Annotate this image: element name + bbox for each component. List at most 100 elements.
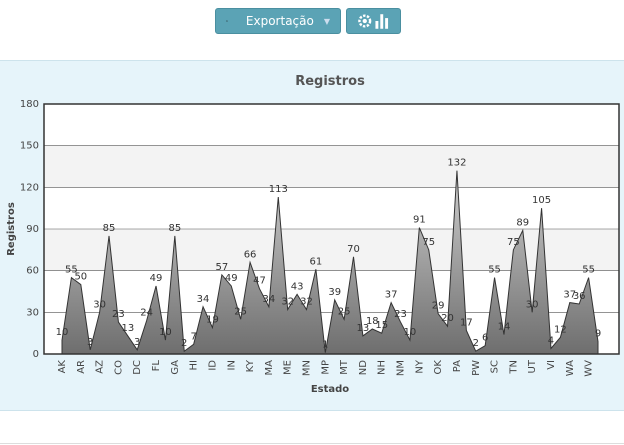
x-tick-label: CO: [113, 360, 124, 375]
x-tick-label: NM: [396, 360, 407, 376]
data-label: 20: [441, 313, 454, 324]
data-label: 50: [74, 272, 87, 283]
grid-band: [44, 145, 619, 188]
data-label: 9: [595, 329, 601, 340]
x-tick-label: DC: [132, 360, 143, 375]
data-label: 10: [404, 327, 417, 338]
data-label: 7: [190, 331, 196, 342]
data-label: 70: [347, 244, 360, 255]
data-label: 43: [291, 281, 304, 292]
x-tick-label: ME: [283, 360, 294, 375]
data-label: 55: [488, 265, 501, 276]
data-label: 34: [197, 294, 210, 305]
data-label: 37: [563, 290, 576, 301]
data-label: 15: [375, 320, 388, 331]
x-tick-label: MP: [320, 360, 331, 375]
export-button[interactable]: Exportação ▼: [215, 8, 341, 34]
data-label: 29: [432, 301, 445, 312]
gear-icon: [226, 20, 228, 22]
data-label: 34: [263, 294, 276, 305]
data-label: 23: [394, 309, 407, 320]
x-tick-label: SC: [490, 360, 501, 373]
data-label: 3: [87, 337, 93, 348]
chart-title: Registros: [295, 74, 365, 89]
chart-panel: Registros Registros Estado 0 30 60 90 120 150…: [0, 60, 624, 411]
data-label: 2: [473, 338, 479, 349]
data-label: 14: [498, 322, 511, 333]
data-label: 13: [357, 323, 370, 334]
data-label: 91: [413, 215, 426, 226]
data-label: 66: [244, 249, 257, 260]
data-label: 57: [215, 262, 228, 273]
x-tick-label: GA: [170, 360, 181, 375]
x-tick-label: PA: [452, 360, 463, 372]
x-tick-label: MN: [301, 360, 312, 376]
data-label: 32: [281, 297, 294, 308]
grid-band: [44, 229, 619, 271]
data-label: 4: [548, 335, 554, 346]
data-label: 105: [532, 195, 551, 206]
x-tick-label: AK: [57, 360, 68, 374]
x-tick-label: WV: [584, 360, 595, 377]
y-tick-label: 150: [20, 141, 39, 152]
data-label: 85: [168, 223, 181, 234]
data-label: 12: [554, 324, 567, 335]
data-label: 18: [366, 316, 379, 327]
x-tick-label: OK: [433, 360, 444, 375]
data-label: 1: [322, 340, 328, 351]
data-label: 10: [159, 327, 172, 338]
data-label: 113: [269, 184, 288, 195]
x-tick-label: AR: [76, 360, 87, 374]
x-tick-label: WA: [565, 360, 576, 376]
data-label: 6: [482, 333, 488, 344]
x-tick-label: VI: [546, 360, 557, 370]
data-label: 32: [300, 297, 313, 308]
data-label: 75: [422, 237, 435, 248]
y-axis-title: Registros: [6, 202, 17, 256]
data-label: 10: [56, 327, 69, 338]
area: [61, 170, 599, 355]
data-label: 25: [234, 306, 247, 317]
x-tick-label: ND: [358, 360, 369, 375]
x-tick-label: NH: [377, 360, 388, 375]
x-tick-label: AZ: [95, 360, 106, 374]
y-tick-label: 0: [33, 349, 39, 360]
x-tick-label: KY: [245, 359, 256, 372]
data-label: 89: [516, 217, 529, 228]
data-label: 2: [181, 338, 187, 349]
data-label: 49: [150, 273, 163, 284]
x-axis-title: Estado: [311, 384, 349, 395]
y-tick-label: 180: [20, 99, 39, 110]
footer-line: [0, 443, 624, 444]
x-tick-label: NY: [414, 359, 425, 373]
data-label: 30: [93, 299, 106, 310]
data-label: 39: [328, 287, 341, 298]
data-label: 61: [310, 256, 323, 267]
data-label: 24: [140, 308, 153, 319]
x-tick-label: MA: [264, 360, 275, 376]
data-label: 17: [460, 317, 473, 328]
x-tick-label: FL: [151, 360, 162, 372]
x-tick-label: IN: [226, 360, 237, 370]
plot-border: [43, 103, 620, 355]
data-label: 13: [121, 323, 134, 334]
data-label: 85: [103, 223, 116, 234]
chart-settings-button[interactable]: [346, 8, 401, 34]
data-label: 49: [225, 273, 238, 284]
data-label: 3: [134, 337, 140, 348]
data-label: 55: [582, 265, 595, 276]
x-tick-label: HI: [189, 360, 200, 370]
data-label: 75: [507, 237, 520, 248]
caret: ▼: [323, 16, 330, 26]
x-tick-label: TN: [508, 360, 519, 375]
data-label: 132: [447, 158, 466, 169]
y-tick-label: 120: [20, 182, 39, 193]
y-tick-label: 60: [26, 266, 39, 277]
data-label: 36: [573, 291, 586, 302]
data-label: 30: [526, 299, 539, 310]
x-tick-label: ID: [207, 360, 218, 371]
x-tick-label: UT: [527, 359, 538, 373]
data-label: 25: [338, 306, 351, 317]
data-label: 19: [206, 315, 219, 326]
chart: Registros Registros Estado 0306090120150…: [6, 74, 620, 395]
